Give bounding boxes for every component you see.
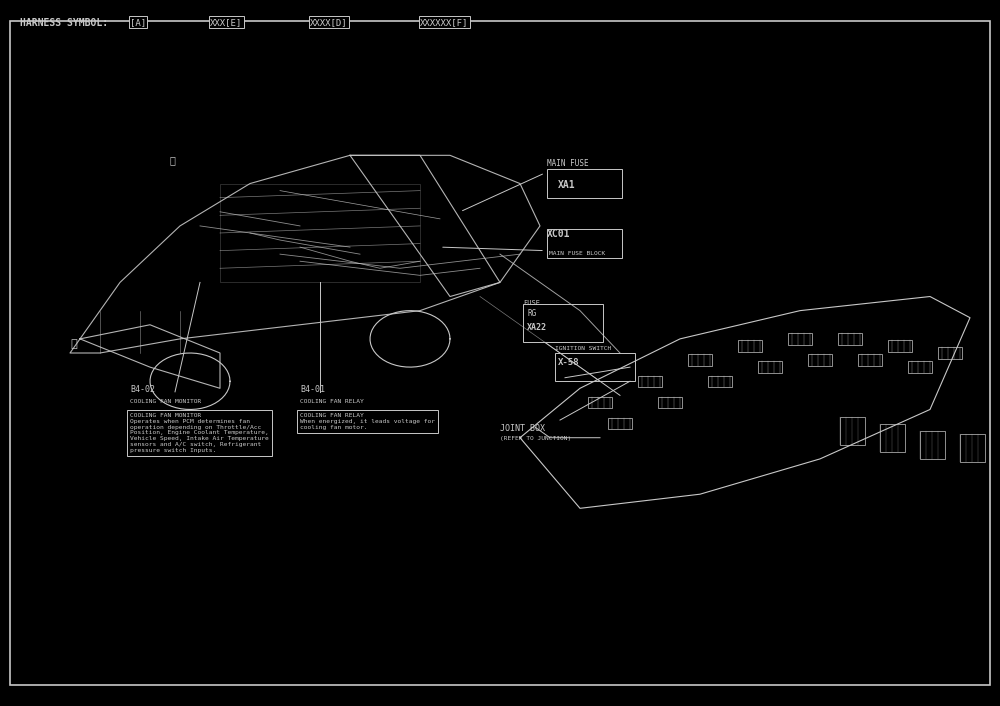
Bar <box>220 184 420 282</box>
Text: XC01: XC01 <box>547 229 570 239</box>
Bar <box>880 424 905 452</box>
Bar <box>838 333 862 345</box>
Bar <box>608 418 632 429</box>
Bar <box>960 434 985 462</box>
Bar <box>920 431 945 459</box>
Bar <box>547 169 622 198</box>
Bar <box>658 397 682 408</box>
Bar <box>840 417 865 445</box>
Bar <box>555 353 635 381</box>
Text: X-58: X-58 <box>558 358 580 367</box>
Bar <box>738 340 762 352</box>
Text: COOLING FAN MONITOR: COOLING FAN MONITOR <box>130 399 201 404</box>
Text: XXXXXX[F]: XXXXXX[F] <box>420 18 468 27</box>
Text: [A]: [A] <box>130 18 146 27</box>
Bar <box>788 333 812 345</box>
Bar <box>638 376 662 387</box>
Bar <box>523 304 603 342</box>
Text: COOLING FAN RELAY: COOLING FAN RELAY <box>300 399 364 404</box>
Bar <box>908 361 932 373</box>
Text: IGNITION SWITCH: IGNITION SWITCH <box>555 346 611 351</box>
Text: XA1: XA1 <box>558 180 576 190</box>
Text: XXXX[D]: XXXX[D] <box>310 18 348 27</box>
Text: JOINT BOX: JOINT BOX <box>500 424 545 433</box>
Text: RG: RG <box>527 309 536 318</box>
Text: XXX[E]: XXX[E] <box>210 18 242 27</box>
Text: B4-01: B4-01 <box>300 385 325 394</box>
Bar <box>688 354 712 366</box>
Text: ②: ② <box>70 339 77 349</box>
Bar <box>858 354 882 366</box>
Text: B4-02: B4-02 <box>130 385 155 394</box>
Text: COOLING FAN RELAY
When energized, it leads voltage for
cooling fan motor.: COOLING FAN RELAY When energized, it lea… <box>300 413 435 430</box>
Bar <box>547 229 622 258</box>
Bar <box>938 347 962 359</box>
Text: COOLING FAN MONITOR
Operates when PCM determines fan
operation depending on Thro: COOLING FAN MONITOR Operates when PCM de… <box>130 413 269 453</box>
Text: MAIN FUSE BLOCK: MAIN FUSE BLOCK <box>549 251 605 256</box>
Text: ⑨: ⑨ <box>170 155 176 165</box>
Bar <box>708 376 732 387</box>
Bar <box>588 397 612 408</box>
Text: HARNESS SYMBOL:: HARNESS SYMBOL: <box>20 18 108 28</box>
Text: FUSE: FUSE <box>523 300 540 306</box>
Bar <box>888 340 912 352</box>
Bar <box>808 354 832 366</box>
Text: XA22: XA22 <box>527 323 547 332</box>
Text: MAIN FUSE: MAIN FUSE <box>547 159 589 168</box>
Bar <box>758 361 782 373</box>
Text: (REFER TO JUNCTION): (REFER TO JUNCTION) <box>500 436 571 441</box>
